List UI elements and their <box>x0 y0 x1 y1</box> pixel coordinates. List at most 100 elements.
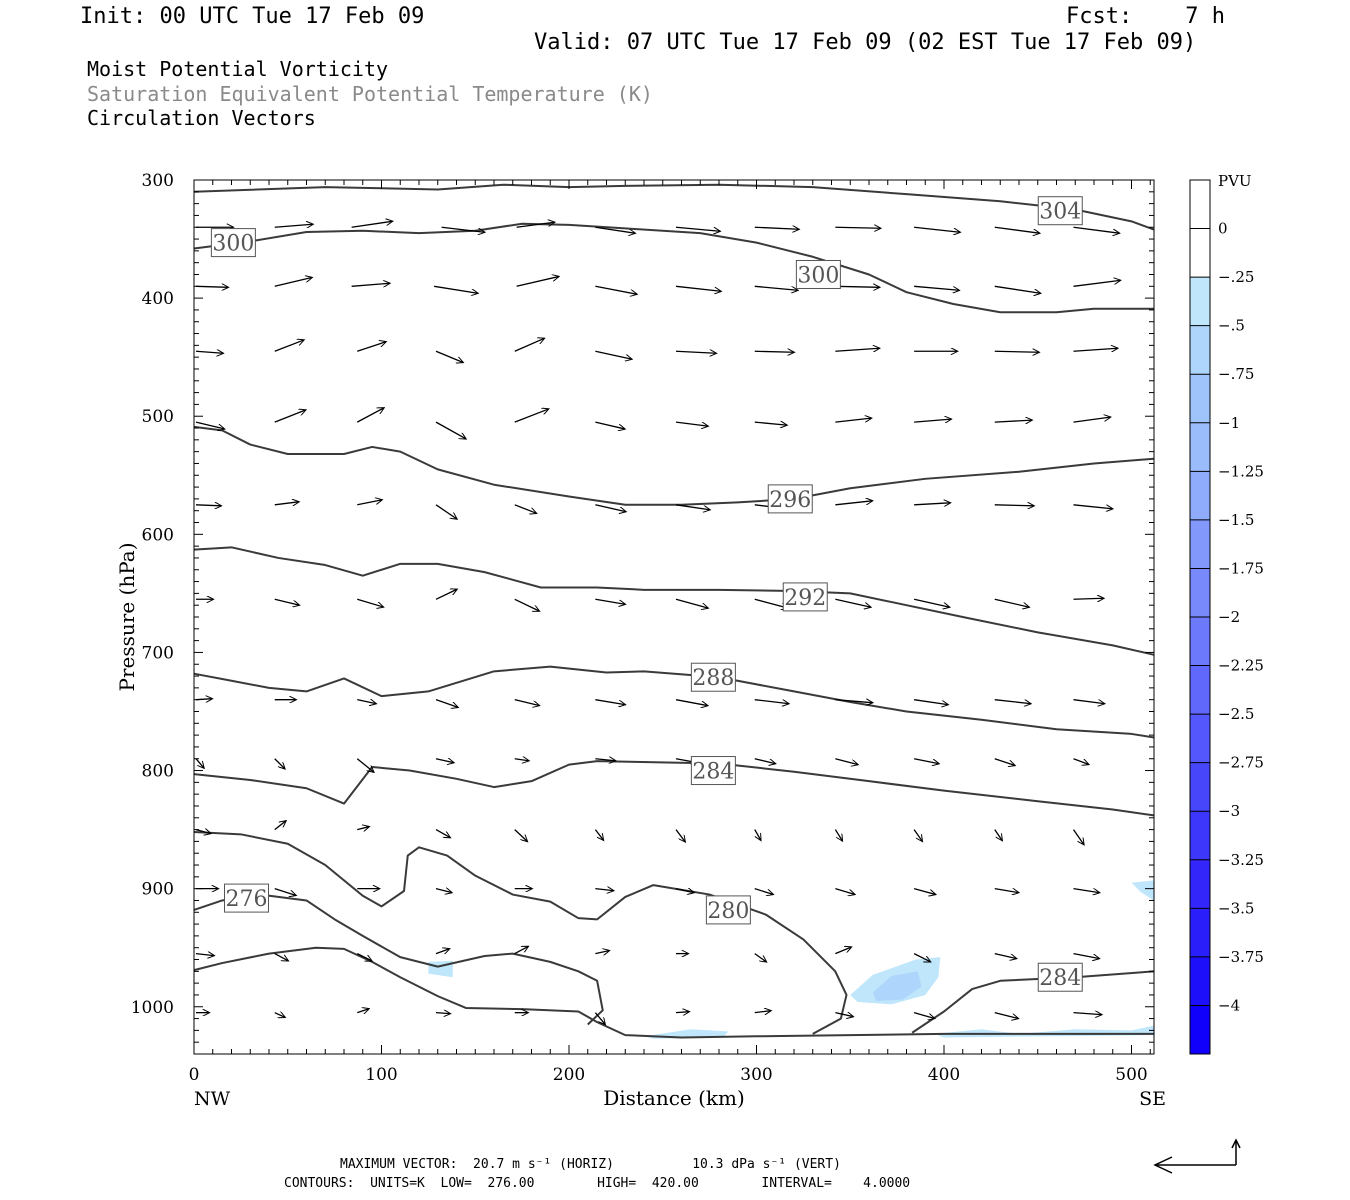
contour-label-box <box>210 228 256 258</box>
theta-contour <box>193 183 1155 231</box>
circulation-vector <box>595 421 624 429</box>
circulation-vector <box>835 418 871 423</box>
circulation-vector <box>356 408 383 423</box>
circulation-vector <box>754 888 773 895</box>
contour-label-box <box>782 582 828 612</box>
colorbar-label: −4 <box>1218 996 1240 1014</box>
circulation-vector <box>357 700 376 704</box>
circulation-vector <box>274 821 286 831</box>
circulation-vector <box>914 699 948 705</box>
contour-label: 284 <box>692 760 734 785</box>
y-tick-label: 400 <box>142 289 174 309</box>
colorbar-label: −3.25 <box>1218 851 1264 869</box>
circulation-vector <box>595 951 609 954</box>
contour-label: 300 <box>212 232 254 257</box>
circulation-vector <box>1073 598 1104 599</box>
colorbar-segment <box>1190 714 1210 763</box>
circulation-vector <box>595 350 631 359</box>
circulation-vector <box>357 1009 368 1013</box>
circulation-vector <box>274 888 296 896</box>
circulation-vector <box>435 699 458 708</box>
colorbar-segment <box>1190 374 1210 423</box>
contours-note: CONTOURS: UNITS=K LOW= 276.00 HIGH= 420.… <box>284 1176 911 1191</box>
circulation-vector <box>1073 952 1100 959</box>
colorbar-segment <box>1190 762 1210 812</box>
circulation-vector <box>1073 504 1113 509</box>
colorbar-segment <box>1190 277 1210 326</box>
circulation-vector <box>435 350 463 362</box>
circulation-vector <box>1073 226 1120 233</box>
circulation-vector <box>834 829 842 841</box>
circulation-vector <box>595 226 635 233</box>
circulation-vector <box>1073 758 1089 765</box>
y-tick-label: 600 <box>142 525 174 545</box>
circulation-vector <box>357 827 369 830</box>
colorbar-segment <box>1190 1005 1210 1054</box>
mpv-region <box>934 1025 1154 1038</box>
circulation-vector <box>675 421 708 426</box>
circulation-vector <box>835 227 880 228</box>
circulation-vector <box>514 598 539 611</box>
circulation-vector <box>913 953 930 962</box>
contour-label-box <box>224 883 269 913</box>
circulation-vector <box>754 758 775 764</box>
circulation-vector <box>274 1013 285 1018</box>
colorbar-label: −1.25 <box>1218 462 1264 480</box>
circulation-vector <box>435 504 457 519</box>
y-axis-label: Pressure (hPa) <box>115 543 139 692</box>
circulation-vector <box>835 286 879 287</box>
circulation-vector <box>514 699 539 706</box>
colorbar-label: −1 <box>1218 414 1240 432</box>
y-tick-label: 500 <box>142 407 174 427</box>
theta-contour <box>193 946 1154 1039</box>
circulation-vector <box>1073 280 1121 287</box>
circulation-vector <box>435 889 452 893</box>
circulation-vector <box>675 829 685 842</box>
circulation-vector <box>1073 417 1111 423</box>
circulation-vector <box>195 830 210 834</box>
circulation-vector <box>195 421 224 429</box>
circulation-vector <box>914 503 950 505</box>
contour-label-box <box>690 662 736 692</box>
colorbar-segment <box>1190 617 1210 666</box>
circulation-vector <box>914 226 960 232</box>
nw-label: NW <box>194 1088 231 1110</box>
circulation-vector <box>913 598 949 607</box>
circulation-vector <box>913 758 939 764</box>
circulation-vector <box>357 500 382 506</box>
colorbar-segment <box>1190 908 1210 957</box>
circulation-vector <box>994 699 1031 704</box>
contour-label-box <box>690 756 736 786</box>
colorbar-label: −1.75 <box>1218 559 1264 577</box>
circulation-vector <box>274 502 299 505</box>
x-tick-label: 500 <box>1115 1065 1147 1085</box>
circulation-vector <box>994 285 1040 293</box>
forecast-hour: Fcst: 7 h <box>1066 4 1225 29</box>
colorbar-segment <box>1190 811 1210 860</box>
circulation-vector <box>435 759 454 763</box>
y-tick-label: 900 <box>142 880 174 900</box>
circulation-vector <box>1073 888 1100 893</box>
circulation-vector <box>195 286 228 287</box>
circulation-vector <box>675 226 720 231</box>
circulation-vector <box>1073 348 1118 351</box>
circulation-vector <box>994 505 1034 506</box>
colorbar-label: −3 <box>1218 802 1240 820</box>
circulation-vector <box>514 947 528 955</box>
colorbar-segment <box>1190 325 1210 375</box>
x-tick-label: 200 <box>553 1065 585 1085</box>
y-tick-label: 700 <box>142 643 174 663</box>
circulation-vector <box>434 285 477 293</box>
circulation-vector <box>594 1012 605 1025</box>
theta-contour <box>911 970 1155 1034</box>
circulation-vector <box>435 589 457 600</box>
circulation-vector <box>835 348 879 351</box>
circulation-vector <box>351 283 390 286</box>
circulation-vector <box>435 1013 450 1014</box>
circulation-vector <box>835 1013 853 1017</box>
circulation-vector <box>195 505 221 506</box>
colorbar-segment <box>1190 665 1210 715</box>
circulation-vector <box>754 699 789 704</box>
circulation-vector <box>357 342 385 352</box>
